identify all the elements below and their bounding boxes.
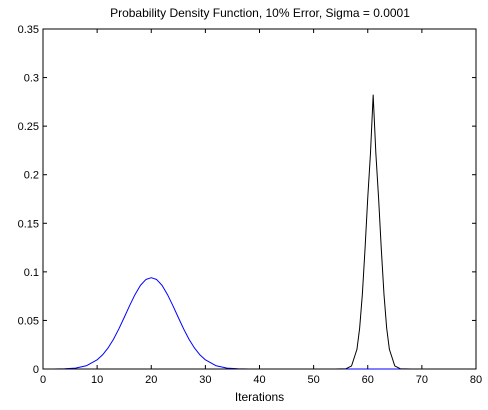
x-axis-label: Iterations — [235, 390, 284, 404]
y-tick-label: 0.35 — [18, 24, 39, 36]
x-tick-label: 0 — [40, 374, 46, 386]
x-tick-label: 80 — [470, 374, 482, 386]
x-tick-label: 30 — [199, 374, 211, 386]
chart-title: Probability Density Function, 10% Error,… — [110, 6, 410, 20]
y-tick-label: 0.25 — [18, 121, 39, 133]
y-tick-label: 0.1 — [24, 267, 39, 279]
y-tick-label: 0.05 — [18, 315, 39, 327]
x-tick-label: 50 — [308, 374, 320, 386]
plot-area — [42, 28, 477, 370]
x-tick-label: 60 — [362, 374, 374, 386]
x-tick-label: 70 — [416, 374, 428, 386]
tick-layer: 0 10 20 30 40 50 60 70 80 0 0.05 0.1 0.15 0.2 0.25 0.3 0… — [18, 24, 483, 386]
y-tick-label: 0.3 — [24, 73, 39, 85]
x-tick-label: 10 — [91, 374, 103, 386]
y-tick-label: 0.15 — [18, 218, 39, 230]
x-tick-label: 20 — [145, 374, 157, 386]
y-tick-label: 0.2 — [24, 170, 39, 182]
x-tick-label: 40 — [253, 374, 265, 386]
series-line-2 — [43, 94, 422, 370]
y-tick-label: 0 — [33, 364, 39, 376]
